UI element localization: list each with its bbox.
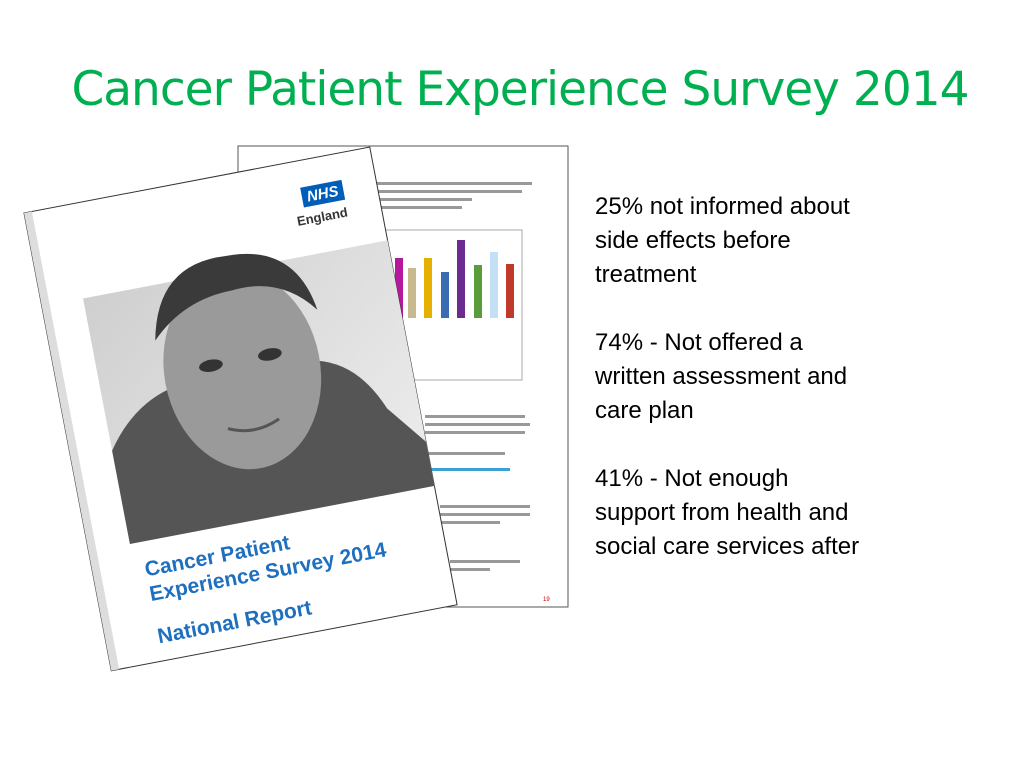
key-point-line: support from health and	[595, 499, 849, 526]
slide-title: Cancer Patient Experience Survey 2014	[71, 62, 969, 117]
back-page-text	[372, 182, 532, 209]
key-point-line: written assessment and	[595, 363, 848, 390]
back-page-text	[425, 415, 530, 571]
key-point-line: side effects before	[595, 227, 791, 254]
nhs-logo	[300, 179, 346, 208]
key-point-line: 25% not informed about	[595, 193, 850, 220]
page-number: 19	[543, 597, 550, 603]
key-points: 25% not informed about side effects befor…	[595, 190, 1015, 598]
nhs-logo-text: NHS	[306, 183, 340, 206]
key-point-line: 74% - Not offered a	[595, 329, 803, 356]
cover: NHS England Cancer Patient Experience Su…	[23, 146, 458, 672]
key-point-line: treatment	[595, 261, 697, 288]
back-chart-bars	[395, 240, 514, 318]
key-point: 74% - Not offered a written assessment an…	[595, 326, 1015, 428]
key-point-line: care plan	[595, 397, 694, 424]
key-point-line: social care services after	[595, 533, 860, 560]
key-point: 25% not informed about side effects befor…	[595, 190, 1015, 292]
key-point-line: 41% - Not enough	[595, 465, 789, 492]
key-point: 41% - Not enough support from health and s…	[595, 462, 1015, 564]
